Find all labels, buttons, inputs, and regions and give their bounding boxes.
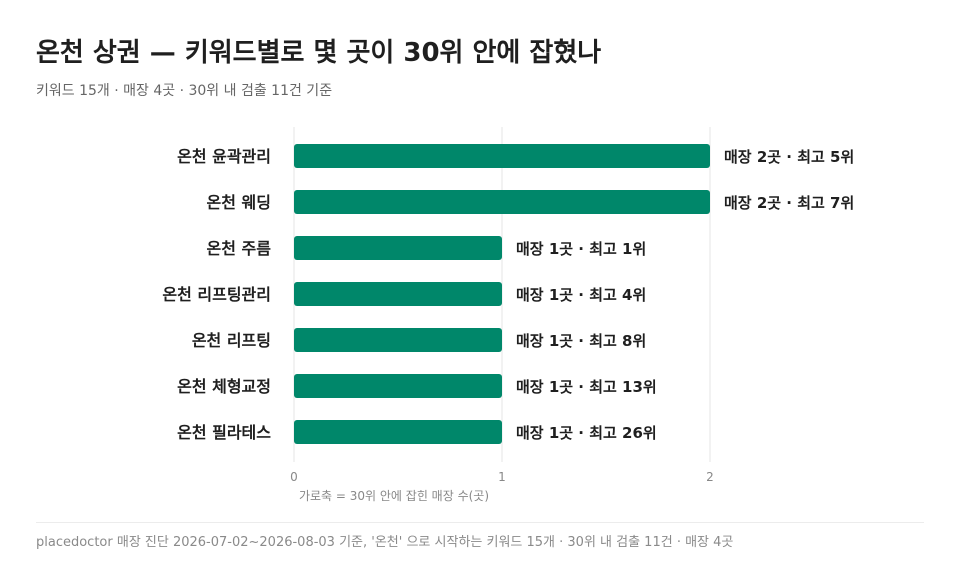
x-tick-label: 2 (706, 470, 714, 484)
data-label: 매장 1곳 · 최고 1위 (516, 240, 646, 258)
x-tick-label: 0 (290, 470, 298, 484)
data-label: 매장 1곳 · 최고 26위 (516, 424, 657, 442)
category-label: 온천 필라테스 (177, 423, 271, 442)
category-label: 온천 주름 (207, 239, 272, 258)
category-label: 온천 윤곽관리 (177, 147, 271, 166)
category-label: 온천 체형교정 (177, 377, 271, 396)
x-tick-label: 1 (498, 470, 506, 484)
chart-title: 온천 상권 — 키워드별로 몇 곳이 30위 안에 잡혔나 (36, 38, 602, 68)
x-axis-label: 가로축 = 30위 안에 잡힌 매장 수(곳) (299, 489, 489, 503)
bar (294, 144, 710, 168)
bar (294, 328, 502, 352)
category-label: 온천 웨딩 (207, 193, 271, 212)
bar (294, 236, 502, 260)
data-label: 매장 1곳 · 최고 13위 (516, 378, 657, 396)
footer-divider (36, 522, 924, 523)
data-label: 매장 2곳 · 최고 7위 (724, 194, 854, 212)
category-label: 온천 리프팅 (192, 331, 271, 350)
data-label: 매장 1곳 · 최고 8위 (516, 332, 646, 350)
bar (294, 374, 502, 398)
data-label: 매장 2곳 · 최고 5위 (724, 148, 854, 166)
bar (294, 282, 502, 306)
footer-note: placedoctor 매장 진단 2026-07-02~2026-08-03 … (36, 535, 734, 550)
category-label: 온천 리프팅관리 (162, 285, 271, 304)
chart-subtitle: 키워드 15개 · 매장 4곳 · 30위 내 검출 11건 기준 (36, 83, 333, 99)
bar (294, 190, 710, 214)
data-label: 매장 1곳 · 최고 4위 (516, 286, 646, 304)
bar (294, 420, 502, 444)
